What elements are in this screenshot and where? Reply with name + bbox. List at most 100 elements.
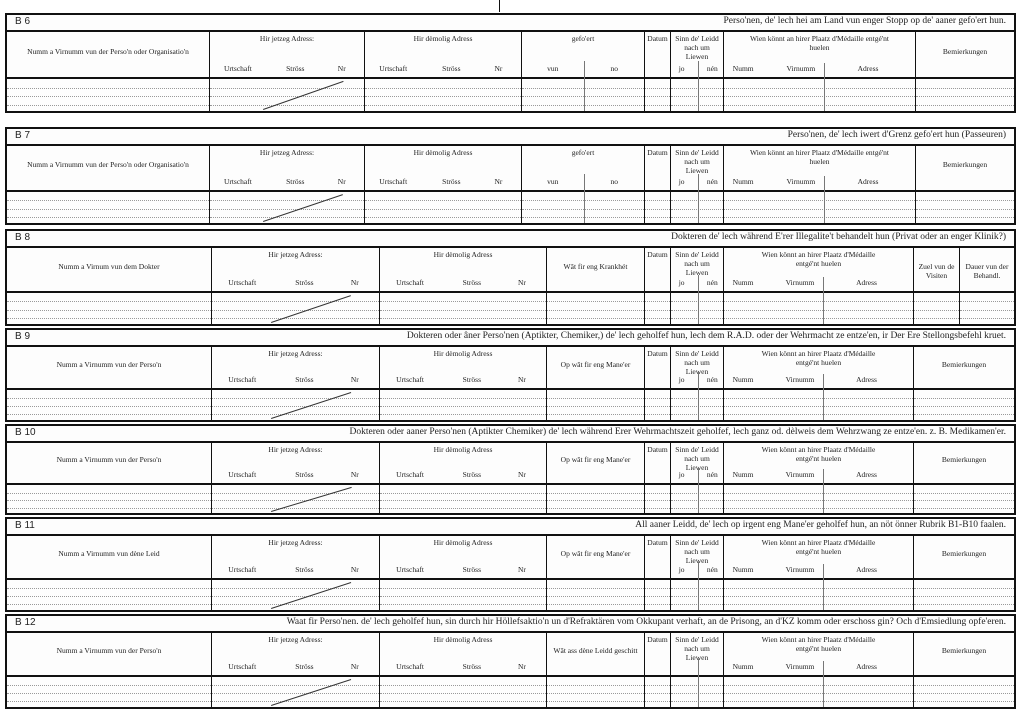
entry-line[interactable] <box>960 301 1014 303</box>
entry-line[interactable] <box>212 301 379 303</box>
entry-line[interactable] <box>212 398 379 399</box>
entry-line[interactable] <box>724 96 915 97</box>
entry-line[interactable] <box>380 414 546 415</box>
entry-line[interactable] <box>380 604 546 605</box>
entry-line[interactable] <box>7 398 211 399</box>
entry-line[interactable] <box>724 104 915 106</box>
entry-line[interactable] <box>724 604 913 605</box>
entry-line[interactable] <box>914 693 1014 694</box>
entry-line[interactable] <box>7 406 211 407</box>
entry-line[interactable] <box>365 200 521 202</box>
entry-line[interactable] <box>914 414 1014 415</box>
entry-line[interactable] <box>212 500 379 501</box>
entry-line[interactable] <box>645 588 670 589</box>
entry-line[interactable] <box>380 507 546 509</box>
entry-line[interactable] <box>671 414 723 415</box>
entry-line[interactable] <box>7 216 209 218</box>
entry-line[interactable] <box>724 701 913 702</box>
entry-line[interactable] <box>645 604 670 605</box>
entry-line[interactable] <box>547 406 644 407</box>
entry-line[interactable] <box>724 309 913 311</box>
entry-line[interactable] <box>914 685 1014 686</box>
entry-line[interactable] <box>724 507 913 509</box>
entry-line[interactable] <box>724 685 913 686</box>
entry-line[interactable] <box>365 104 521 106</box>
entry-line[interactable] <box>7 414 211 415</box>
entry-line[interactable] <box>914 301 959 303</box>
entry-line[interactable] <box>671 588 723 589</box>
entry-line[interactable] <box>645 685 670 686</box>
entry-line[interactable] <box>380 317 546 319</box>
entry-line[interactable] <box>380 500 546 501</box>
entry-line[interactable] <box>724 596 913 597</box>
entry-line[interactable] <box>914 500 1014 501</box>
entry-line[interactable] <box>7 701 211 702</box>
entry-line[interactable] <box>916 216 1014 218</box>
entry-line[interactable] <box>547 317 644 319</box>
entry-line[interactable] <box>724 87 915 89</box>
entry-line[interactable] <box>7 200 209 202</box>
entry-line[interactable] <box>724 693 913 694</box>
entry-line[interactable] <box>380 492 546 494</box>
entry-line[interactable] <box>671 596 723 597</box>
entry-line[interactable] <box>212 596 379 597</box>
entry-line[interactable] <box>380 685 546 686</box>
entry-line[interactable] <box>380 693 546 694</box>
entry-line[interactable] <box>365 216 521 218</box>
entry-line[interactable] <box>7 492 211 494</box>
entry-line[interactable] <box>671 492 723 494</box>
entry-line[interactable] <box>547 507 644 509</box>
entry-line[interactable] <box>645 596 670 597</box>
entry-line[interactable] <box>671 87 723 89</box>
entry-line[interactable] <box>522 208 644 210</box>
entry-line[interactable] <box>547 309 644 311</box>
entry-line[interactable] <box>914 317 959 319</box>
entry-line[interactable] <box>7 208 209 210</box>
entry-line[interactable] <box>7 317 211 319</box>
entry-line[interactable] <box>212 701 379 702</box>
entry-line[interactable] <box>380 596 546 597</box>
entry-line[interactable] <box>724 216 915 218</box>
entry-line[interactable] <box>916 200 1014 202</box>
entry-line[interactable] <box>645 406 670 407</box>
entry-line[interactable] <box>960 317 1014 319</box>
entry-line[interactable] <box>210 104 364 106</box>
entry-line[interactable] <box>671 317 723 319</box>
entry-line[interactable] <box>724 588 913 589</box>
entry-line[interactable] <box>645 701 670 702</box>
entry-line[interactable] <box>522 104 644 106</box>
entry-line[interactable] <box>914 701 1014 702</box>
entry-line[interactable] <box>7 500 211 501</box>
entry-line[interactable] <box>645 96 670 97</box>
entry-line[interactable] <box>7 693 211 694</box>
entry-line[interactable] <box>671 208 723 210</box>
entry-line[interactable] <box>522 96 644 97</box>
entry-line[interactable] <box>380 701 546 702</box>
entry-line[interactable] <box>645 87 670 89</box>
entry-line[interactable] <box>645 507 670 509</box>
entry-line[interactable] <box>547 596 644 597</box>
entry-line[interactable] <box>645 693 670 694</box>
entry-line[interactable] <box>645 500 670 501</box>
entry-line[interactable] <box>724 208 915 210</box>
entry-line[interactable] <box>914 596 1014 597</box>
entry-line[interactable] <box>914 309 959 311</box>
entry-line[interactable] <box>380 406 546 407</box>
entry-line[interactable] <box>212 414 379 415</box>
entry-line[interactable] <box>671 693 723 694</box>
entry-line[interactable] <box>671 398 723 399</box>
entry-line[interactable] <box>724 492 913 494</box>
entry-line[interactable] <box>7 588 211 589</box>
entry-line[interactable] <box>960 309 1014 311</box>
entry-line[interactable] <box>7 507 211 509</box>
entry-line[interactable] <box>7 87 209 89</box>
entry-line[interactable] <box>212 604 379 605</box>
entry-line[interactable] <box>914 406 1014 407</box>
entry-line[interactable] <box>645 398 670 399</box>
entry-line[interactable] <box>210 96 364 97</box>
entry-line[interactable] <box>212 588 379 589</box>
entry-line[interactable] <box>645 309 670 311</box>
entry-line[interactable] <box>645 492 670 494</box>
entry-line[interactable] <box>547 693 644 694</box>
entry-line[interactable] <box>547 398 644 399</box>
